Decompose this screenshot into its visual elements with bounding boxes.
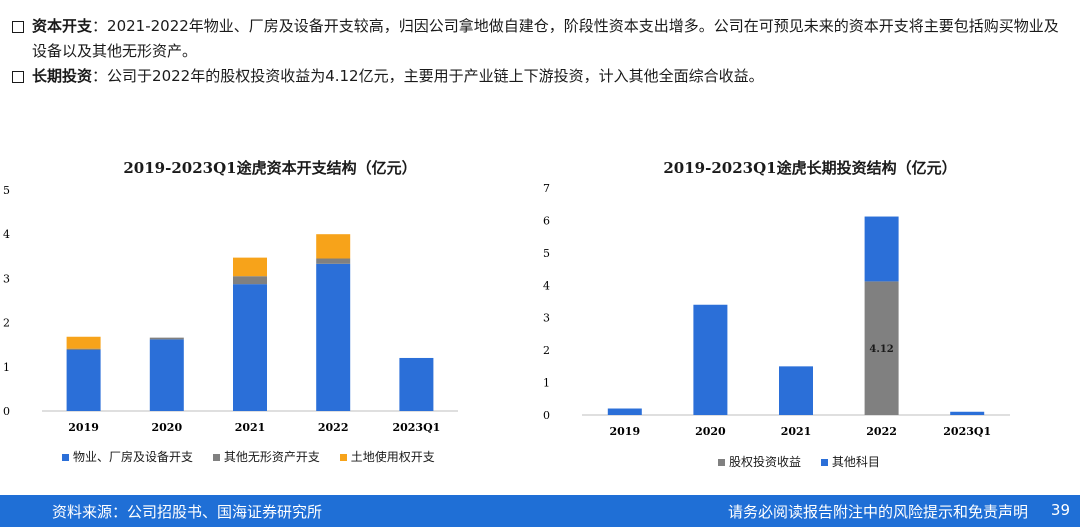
bar-segment [693, 304, 728, 415]
bullet-list: 资本开支：2021-2022年物业、厂房及设备开支较高，归因公司拿地做自建仓，阶… [10, 14, 1070, 89]
capex-chart-plot: 0 1 2 3 4 5 2019 2020 2021 2022 2023Q1 [3, 184, 458, 434]
bar-segment [66, 350, 101, 411]
x-tick-label: 2022 [318, 421, 349, 434]
x-tick-label: 2021 [235, 421, 266, 434]
bullet-text: 公司于2022年的股权投资收益为4.12亿元，主要用于产业链上下游投资，计入其他… [107, 67, 764, 85]
x-tick-label: 2020 [695, 425, 726, 438]
bar-segment [233, 257, 267, 277]
chart-title: 2019-2023Q1途虎长期投资结构（亿元） [663, 159, 957, 177]
legend-item-intangible: 其他无形资产开支 [212, 448, 320, 465]
capex-chart: 2019-2023Q1途虎资本开支结构（亿元） 0 1 2 3 4 5 2019 2020 20… [0, 157, 540, 477]
y-tick-label: 2 [3, 317, 10, 330]
bar-segment [864, 281, 899, 415]
legend-swatch [820, 459, 828, 466]
y-tick-label: 6 [543, 214, 550, 227]
bar-segment [316, 263, 351, 411]
y-tick-label: 7 [543, 182, 550, 195]
bullet-capex: 资本开支：2021-2022年物业、厂房及设备开支较高，归因公司拿地做自建仓，阶… [10, 14, 1070, 64]
x-tick-label: 2021 [781, 425, 812, 438]
y-tick-label: 5 [3, 184, 10, 197]
x-tick-label: 2019 [68, 421, 99, 434]
bar-segment [233, 284, 267, 411]
investment-chart-plot: 0 1 2 3 4 5 6 7 2019 2020 2021 2022 2023Q1 4.12 [543, 182, 1010, 438]
page-number: 39 [1050, 501, 1070, 519]
legend-swatch [62, 454, 69, 461]
y-tick-label: 0 [543, 409, 550, 422]
x-tick-label: 2020 [151, 421, 182, 434]
legend-swatch [718, 459, 725, 466]
bar-segment [149, 337, 184, 340]
bullet-sep: ： [92, 17, 108, 35]
bullet-term: 资本开支 [32, 17, 93, 35]
bar-segment [66, 348, 101, 351]
y-tick-label: 2 [543, 344, 550, 357]
footer-disclaimer: 请务必阅读报告附注中的风险提示和免责声明 [727, 503, 1028, 521]
legend-item-other: 其他科目 [820, 453, 880, 470]
long-term-investment-chart: 2019-2023Q1途虎长期投资结构（亿元） 0 1 2 3 4 5 6 7 2019 2020… [540, 157, 1080, 477]
legend-item-ppe: 物业、厂房及设备开支 [62, 448, 193, 465]
bullet-term: 长期投资 [32, 67, 93, 85]
bullet-text: 2021-2022年物业、厂房及设备开支较高，归因公司拿地做自建仓，阶段性资本支… [32, 17, 1059, 60]
checkbox-bullet-icon [12, 71, 24, 83]
legend-swatch [212, 454, 220, 461]
y-tick-label: 0 [3, 405, 10, 418]
y-tick-label: 4 [3, 228, 10, 241]
bar-segment [233, 276, 267, 285]
legend-swatch [339, 454, 347, 461]
chart-legend: 物业、厂房及设备开支 其他无形资产开支 土地使用权开支 [62, 448, 451, 465]
bar-segment [66, 336, 101, 349]
legend-label: 股权投资收益 [729, 455, 802, 469]
x-tick-label: 2023Q1 [943, 425, 991, 438]
x-tick-label: 2019 [609, 425, 640, 438]
legend-label: 其他科目 [831, 455, 880, 469]
checkbox-bullet-icon [12, 21, 24, 33]
chart-legend: 股权投资收益 其他科目 [718, 453, 896, 470]
legend-label: 其他无形资产开支 [223, 450, 320, 464]
legend-label: 物业、厂房及设备开支 [73, 450, 194, 464]
y-tick-label: 1 [3, 361, 10, 374]
footer-source: 资料来源：公司招股书、国海证券研究所 [52, 503, 323, 521]
x-tick-label: 2022 [866, 425, 897, 438]
bar-segment [607, 408, 642, 415]
bullet-sep: ： [92, 67, 108, 85]
chart-title: 2019-2023Q1途虎资本开支结构（亿元） [123, 159, 417, 177]
data-label: 4.12 [869, 344, 893, 355]
legend-item-equity: 股权投资收益 [718, 453, 801, 470]
y-tick-label: 5 [543, 247, 550, 260]
x-tick-label: 2023Q1 [392, 421, 440, 434]
bar-segment [864, 216, 899, 282]
legend-label: 土地使用权开支 [350, 450, 435, 464]
y-tick-label: 3 [3, 272, 10, 285]
legend-item-land: 土地使用权开支 [339, 448, 435, 465]
bar-segment [950, 411, 985, 415]
y-tick-label: 3 [543, 312, 550, 325]
bar-segment [399, 357, 434, 411]
bar-segment [316, 258, 351, 264]
footer-bar: 资料来源：公司招股书、国海证券研究所 请务必阅读报告附注中的风险提示和免责声明 … [0, 495, 1080, 527]
y-tick-label: 1 [543, 377, 550, 390]
y-tick-label: 4 [543, 279, 550, 292]
bar-segment [149, 339, 184, 411]
bar-segment [779, 366, 813, 415]
bullet-long-term-investment: 长期投资：公司于2022年的股权投资收益为4.12亿元，主要用于产业链上下游投资… [10, 64, 1070, 89]
bar-segment [316, 234, 351, 259]
